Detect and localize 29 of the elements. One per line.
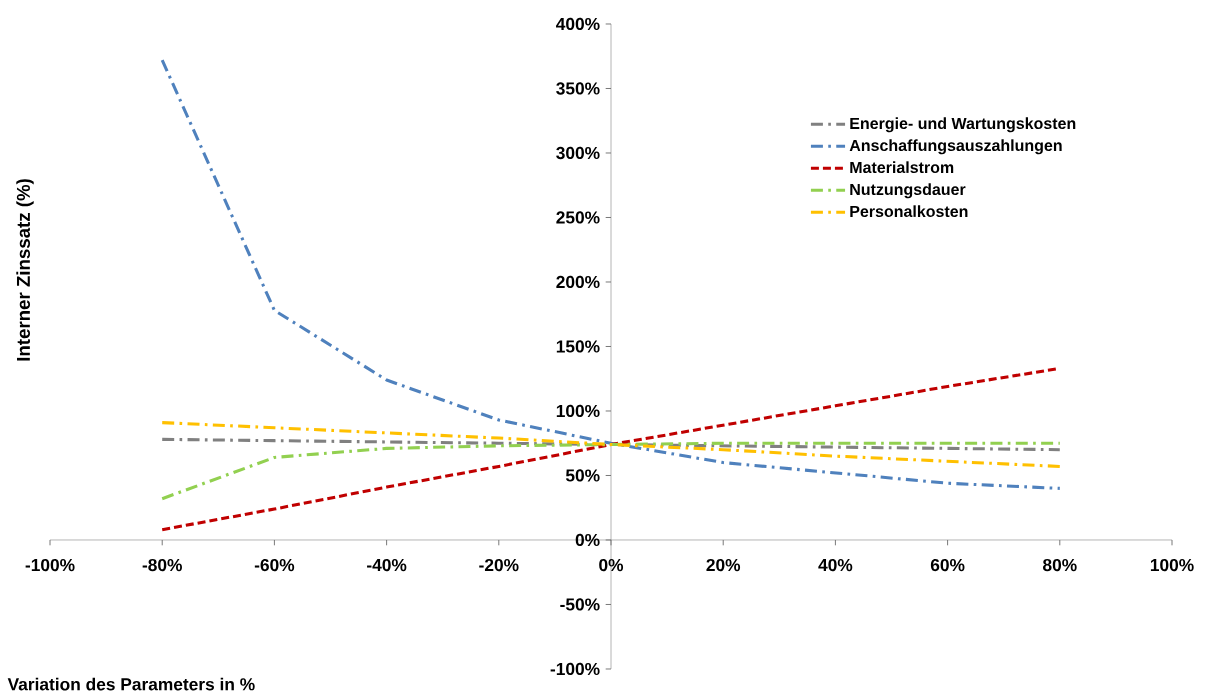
legend-label: Personalkosten	[850, 205, 968, 218]
x-tick-label: 60%	[930, 558, 965, 572]
y-tick-label: 150%	[556, 340, 600, 353]
y-tick-label: 0%	[575, 533, 600, 547]
y-tick-label: 300%	[556, 146, 600, 160]
y-tick-label: -100%	[550, 662, 600, 676]
x-axis-title: Variation des Parameters in %	[7, 677, 255, 691]
y-tick-label: 200%	[556, 275, 600, 289]
y-tick-label: 350%	[556, 82, 600, 95]
x-tick-label: -80%	[142, 558, 182, 572]
legend-label: Anschaffungsauszahlungen	[849, 139, 1062, 155]
y-tick-label: 400%	[556, 17, 600, 31]
legend-label: Materialstrom	[850, 161, 954, 174]
y-axis-title: Interner Zinssatz (%)	[16, 179, 34, 361]
legend-label: Energie- und Wartungskosten	[850, 117, 1076, 133]
y-tick-label: 50%	[565, 469, 600, 482]
y-tick-label: -50%	[560, 598, 600, 611]
x-tick-label: -100%	[25, 558, 75, 572]
x-tick-label: -20%	[479, 558, 519, 572]
x-tick-label: 100%	[1150, 558, 1194, 572]
legend-label: Nutzungsdauer	[850, 183, 966, 199]
x-tick-label: 0%	[599, 558, 624, 572]
x-tick-label: 80%	[1043, 558, 1077, 572]
x-tick-label: 40%	[818, 558, 853, 572]
x-tick-label: 20%	[706, 558, 741, 572]
x-tick-label: -60%	[254, 558, 295, 572]
x-tick-label: -40%	[367, 558, 407, 572]
y-tick-label: 250%	[556, 211, 600, 224]
y-tick-label: 100%	[556, 404, 600, 418]
